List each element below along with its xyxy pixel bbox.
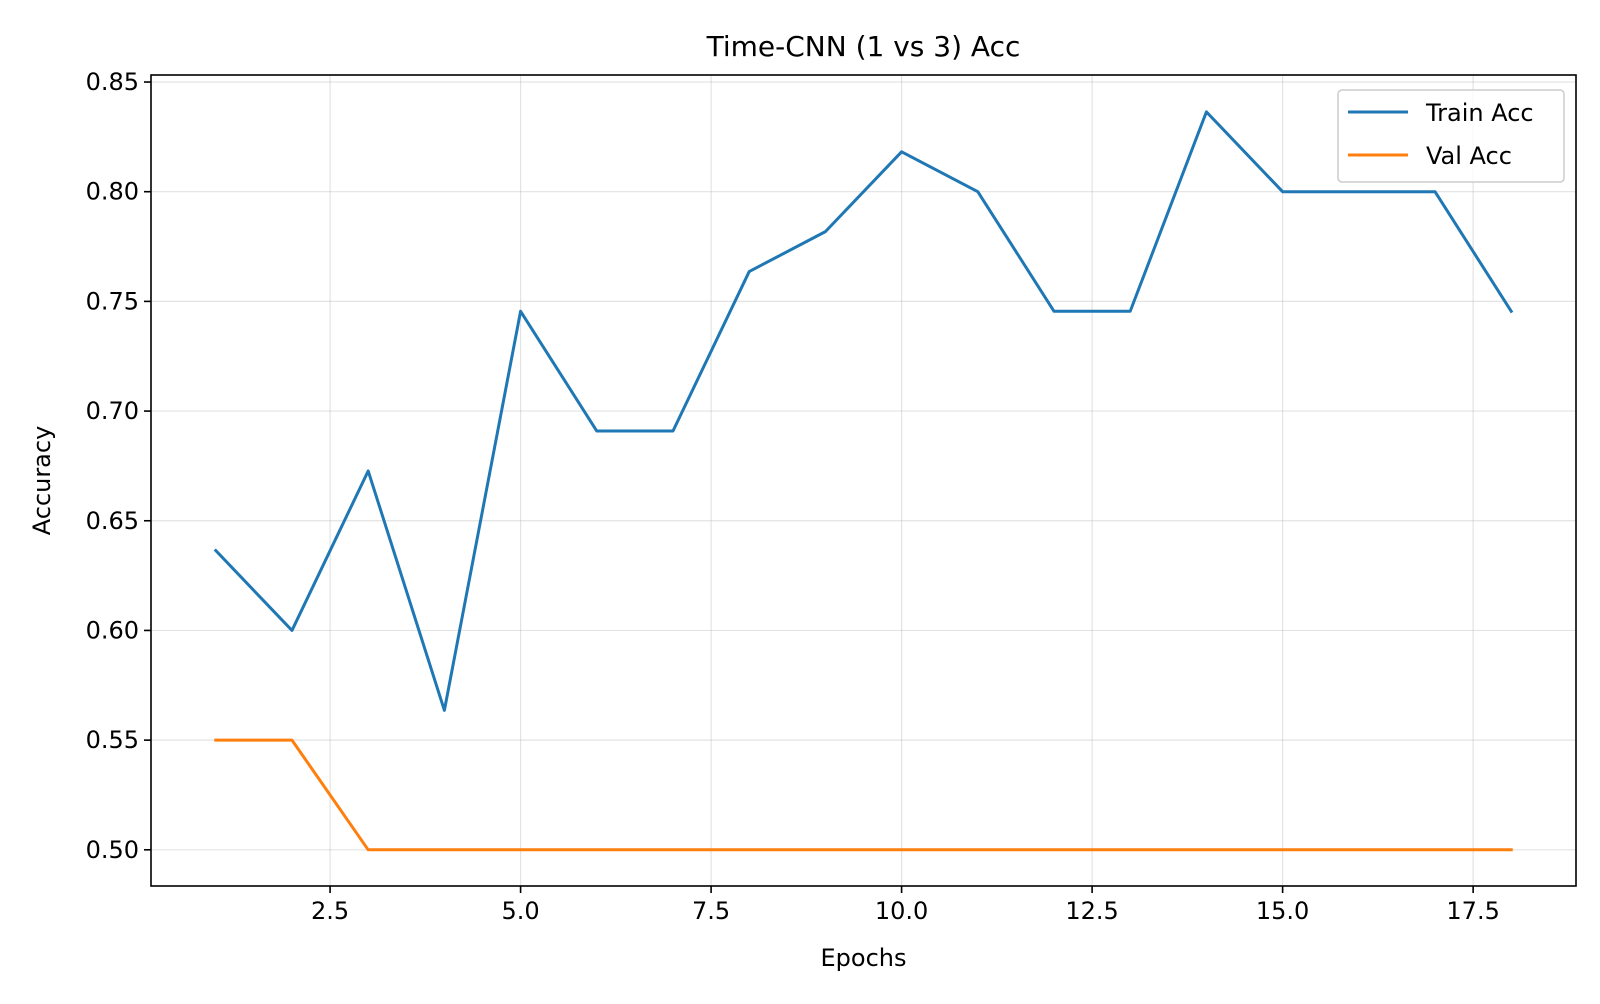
x-tick-label: 5.0	[501, 897, 539, 925]
y-tick-label: 0.85	[86, 68, 139, 96]
series-line-train-acc	[213, 110, 1514, 712]
x-tick-label: 2.5	[311, 897, 349, 925]
y-tick-label: 0.60	[86, 616, 139, 644]
y-tick-label: 0.65	[86, 507, 139, 535]
x-axis-label: Epochs	[821, 944, 907, 972]
legend: Train Acc Val Acc	[1337, 89, 1565, 183]
legend-label: Val Acc	[1426, 142, 1512, 170]
x-tick-label: 7.5	[692, 897, 730, 925]
series-line-val-acc	[214, 738, 1513, 852]
x-tick-label: 10.0	[875, 897, 928, 925]
y-tick-label: 0.55	[86, 726, 139, 754]
series-layer	[213, 110, 1514, 852]
chart-title: Time-CNN (1 vs 3) Acc	[706, 30, 1021, 63]
legend-label: Train Acc	[1425, 99, 1534, 127]
y-axis-label: Accuracy	[28, 426, 56, 536]
tick-layer: 2.5 5.0 7.5 10.0 12.5 15.0 17.5 0.50 0.55 0.60 0.6…	[86, 68, 1500, 925]
y-tick-label: 0.50	[86, 836, 139, 864]
y-tick-label: 0.70	[86, 397, 139, 425]
x-tick-label: 17.5	[1446, 897, 1499, 925]
x-tick-label: 12.5	[1065, 897, 1118, 925]
y-tick-label: 0.80	[86, 178, 139, 206]
x-tick-label: 15.0	[1256, 897, 1309, 925]
y-tick-label: 0.75	[86, 287, 139, 315]
plot-frame	[150, 74, 1577, 887]
